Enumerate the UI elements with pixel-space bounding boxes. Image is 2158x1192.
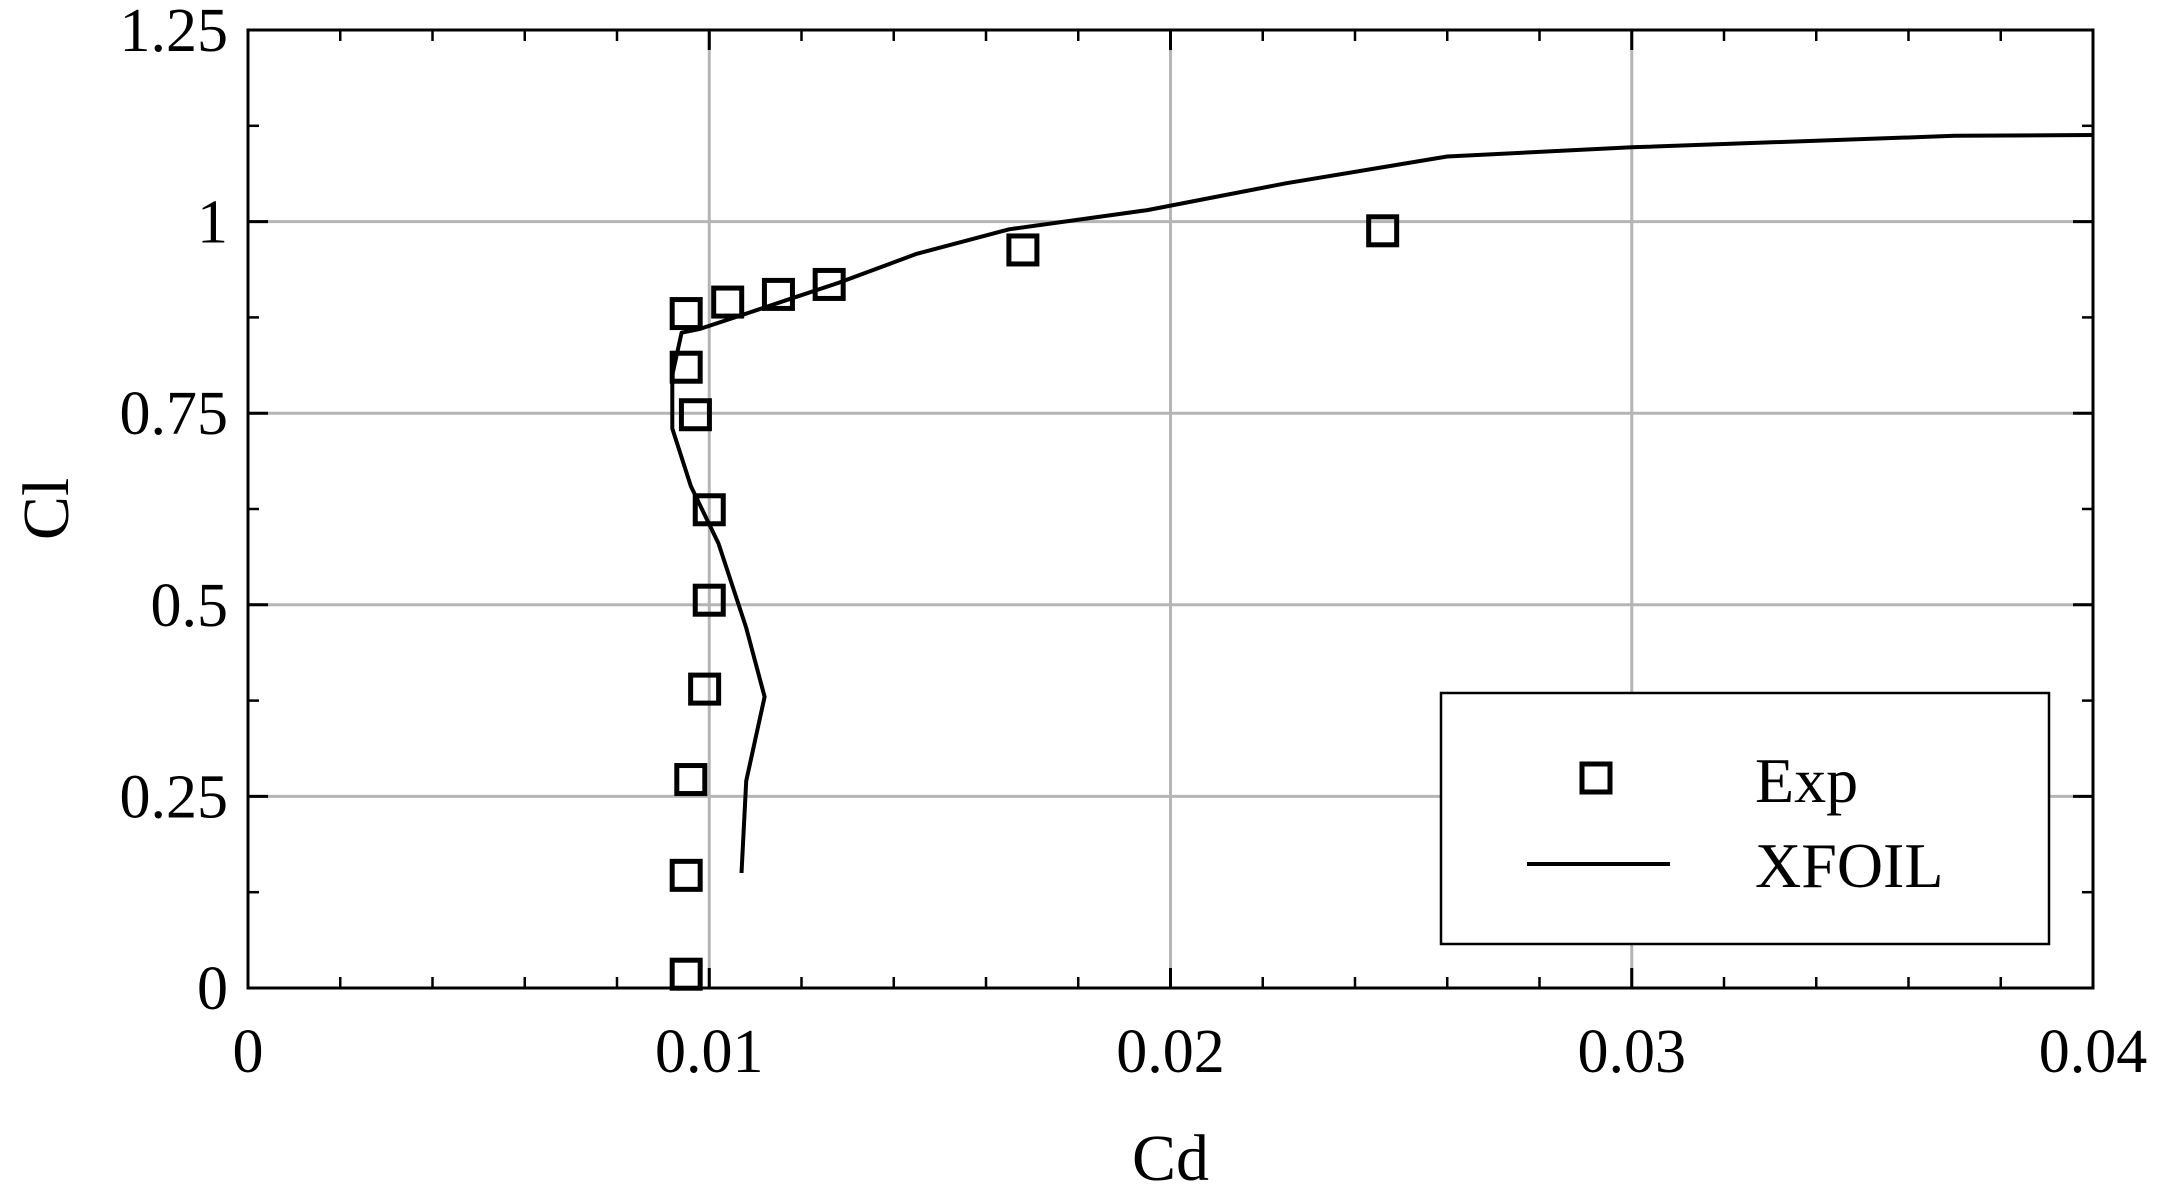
exp-point [688,672,722,706]
exp-point [761,277,795,311]
y-tick-label: 0.25 [120,763,229,831]
exp-point [1006,233,1040,267]
exp-point [669,297,703,331]
x-axis-label: Cd [1132,1122,1209,1192]
y-tick-labels: 0 0.25 0.5 0.75 1 1.25 [120,0,229,1023]
exp-point [669,350,703,384]
y-axis-label: Cl [10,478,83,540]
y-tick-label: 0.75 [120,380,229,448]
x-tick-label: 0.01 [655,1018,764,1086]
x-tick-labels: 0 0.01 0.02 0.03 0.04 [233,1018,2148,1086]
exp-point [678,398,712,432]
legend-box [1439,691,2051,946]
minor-ticks [248,30,2093,988]
y-tick-label: 0 [197,955,228,1023]
x-tick-label: 0.02 [1116,1018,1225,1086]
exp-point [669,957,703,991]
y-tick-label: 1.25 [120,0,229,65]
legend-label-exp: Exp [1755,745,1858,816]
y-tick-label: 1 [197,189,228,257]
exp-point [692,583,726,617]
x-tick-label: 0 [233,1018,264,1086]
y-tick-label: 0.5 [151,572,229,640]
exp-point [711,285,745,319]
series-group [669,133,2094,991]
x-tick-label: 0.03 [1578,1018,1687,1086]
x-tick-label: 0.04 [2039,1018,2148,1086]
exp-point [674,763,708,797]
exp-point [692,493,726,527]
exp-point [1366,214,1400,248]
exp-point [812,267,846,301]
grid [248,30,2093,988]
legend-marker-square [1579,761,1613,795]
series-line-xfoil [670,133,2094,874]
legend-label-xfoil: XFOIL [1755,830,1943,901]
plot-frame [246,28,2095,990]
exp-point [669,858,703,892]
legend: Exp XFOIL [1439,691,2051,946]
